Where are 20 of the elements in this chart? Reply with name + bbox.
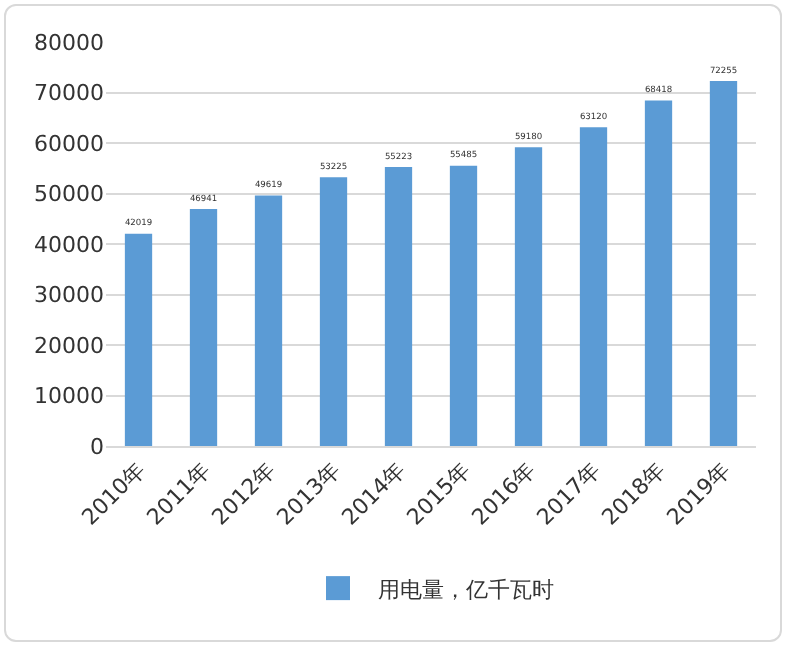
bar [384, 167, 413, 446]
bar [579, 127, 608, 446]
bar [319, 177, 348, 446]
y-tick-label: 0 [90, 433, 104, 460]
y-tick-label: 20000 [34, 332, 104, 359]
bar [644, 100, 673, 446]
bar [254, 195, 283, 446]
bar [189, 208, 218, 446]
y-tick-label: 80000 [34, 29, 104, 56]
y-tick-label: 30000 [34, 282, 104, 309]
y-tick-label: 60000 [34, 130, 104, 157]
y-tick-label: 50000 [34, 181, 104, 208]
bar [124, 233, 153, 446]
y-tick-label: 40000 [34, 231, 104, 258]
legend-label: 用电量，亿千瓦时 [378, 576, 554, 603]
y-tick-label: 10000 [34, 383, 104, 410]
bar [709, 81, 738, 446]
bar [449, 165, 478, 446]
bar [514, 147, 543, 446]
y-tick-label: 70000 [34, 80, 104, 107]
